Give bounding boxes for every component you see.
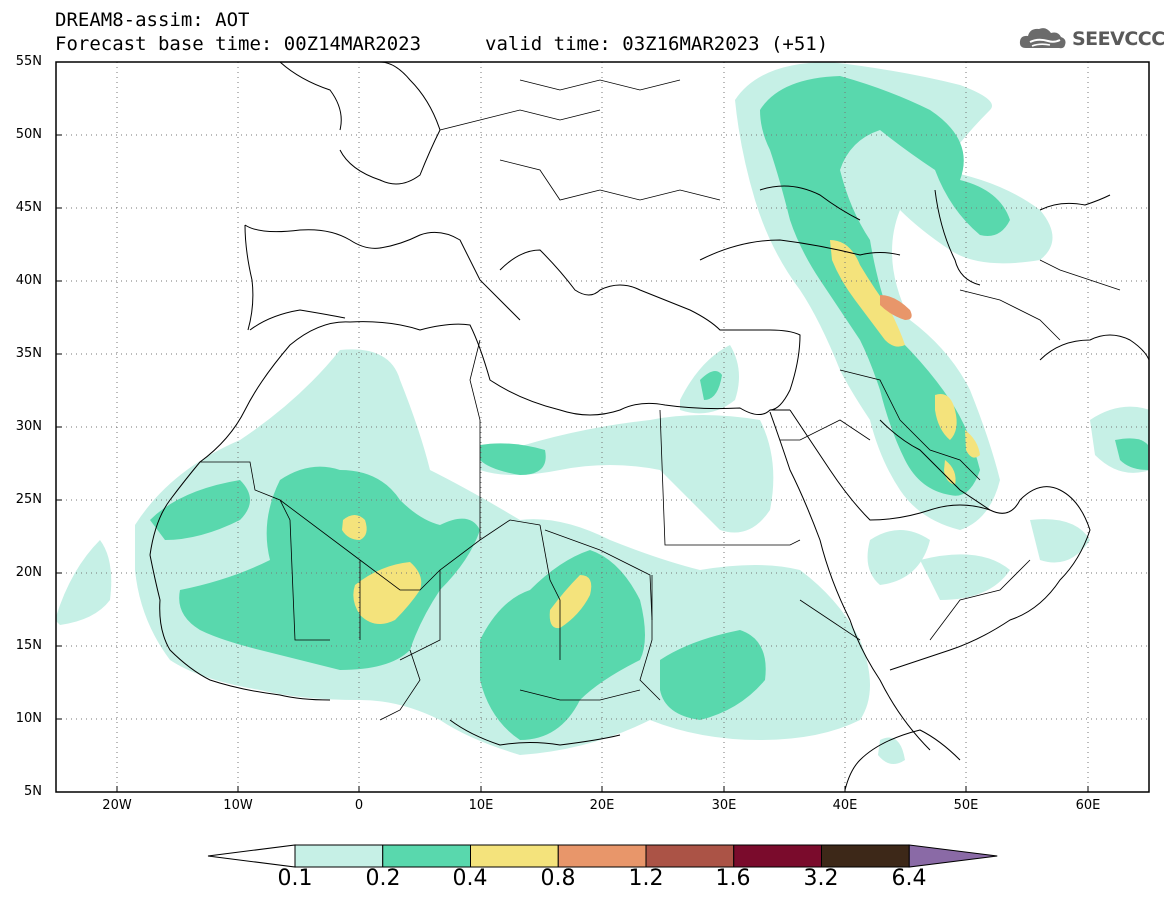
lon-tick-label: 0 bbox=[354, 798, 364, 813]
lat-tick-label: 30N bbox=[15, 419, 42, 434]
colorbar-min-arrow bbox=[207, 844, 296, 868]
aot-band-0.8 bbox=[880, 295, 912, 320]
colorbar-swatch bbox=[645, 844, 735, 868]
lat-tick-label: 25N bbox=[15, 492, 42, 507]
lon-tick-label: 30E bbox=[711, 798, 737, 813]
axis-ticks bbox=[56, 61, 1089, 792]
lat-tick-label: 50N bbox=[15, 127, 42, 142]
lon-tick-label: 10E bbox=[468, 798, 494, 813]
lat-tick-label: 5N bbox=[24, 784, 42, 799]
lon-tick-label: 20W bbox=[102, 798, 132, 813]
lat-tick-label: 35N bbox=[15, 346, 42, 361]
colorbar-swatch bbox=[470, 844, 559, 868]
country-borders bbox=[200, 79, 1121, 721]
coastlines bbox=[149, 62, 1149, 791]
map-title: DREAM8-assim: AOT bbox=[55, 9, 250, 31]
lat-tick-label: 55N bbox=[15, 54, 42, 69]
colorbar-label: 0.2 bbox=[365, 866, 401, 891]
colorbar-swatch bbox=[821, 844, 910, 868]
colorbar-label: 3.2 bbox=[803, 866, 839, 891]
colorbar-swatch bbox=[733, 844, 822, 868]
base-time-label: Forecast base time: 00Z14MAR2023 bbox=[55, 33, 422, 55]
cloud-icon bbox=[1019, 28, 1066, 49]
lat-tick-label: 10N bbox=[15, 711, 42, 726]
aot-band-0.2 bbox=[150, 76, 1148, 740]
colorbar-label: 6.4 bbox=[891, 866, 927, 891]
colorbar-swatch bbox=[294, 844, 384, 868]
colorbar-label: 0.4 bbox=[452, 866, 488, 891]
lat-tick-label: 15N bbox=[15, 638, 42, 653]
lon-tick-label: 50E bbox=[953, 798, 979, 813]
colorbar-swatch bbox=[557, 844, 647, 868]
colorbar-label: 0.8 bbox=[540, 866, 576, 891]
aot-field bbox=[56, 62, 1149, 764]
lon-tick-label: 60E bbox=[1075, 798, 1101, 813]
lon-tick-label: 10W bbox=[223, 798, 253, 813]
colorbar bbox=[207, 844, 998, 868]
colorbar-label: 1.6 bbox=[715, 866, 751, 891]
seevccc-logo: SEEVCCC bbox=[1018, 24, 1165, 54]
valid-time-label: valid time: 03Z16MAR2023 (+51) bbox=[485, 33, 829, 55]
graticule bbox=[56, 62, 1149, 792]
colorbar-label: 0.1 bbox=[277, 866, 313, 891]
colorbar-max-arrow bbox=[908, 844, 998, 868]
lat-tick-label: 45N bbox=[15, 200, 42, 215]
logo-text: SEEVCCC bbox=[1072, 28, 1165, 50]
aot-band-0.4 bbox=[342, 240, 980, 629]
lat-tick-label: 20N bbox=[15, 565, 42, 580]
colorbar-label: 1.2 bbox=[628, 866, 664, 891]
colorbar-swatch bbox=[382, 844, 471, 868]
lat-tick-label: 40N bbox=[15, 273, 42, 288]
lon-tick-label: 40E bbox=[832, 798, 858, 813]
lon-tick-label: 20E bbox=[589, 798, 615, 813]
